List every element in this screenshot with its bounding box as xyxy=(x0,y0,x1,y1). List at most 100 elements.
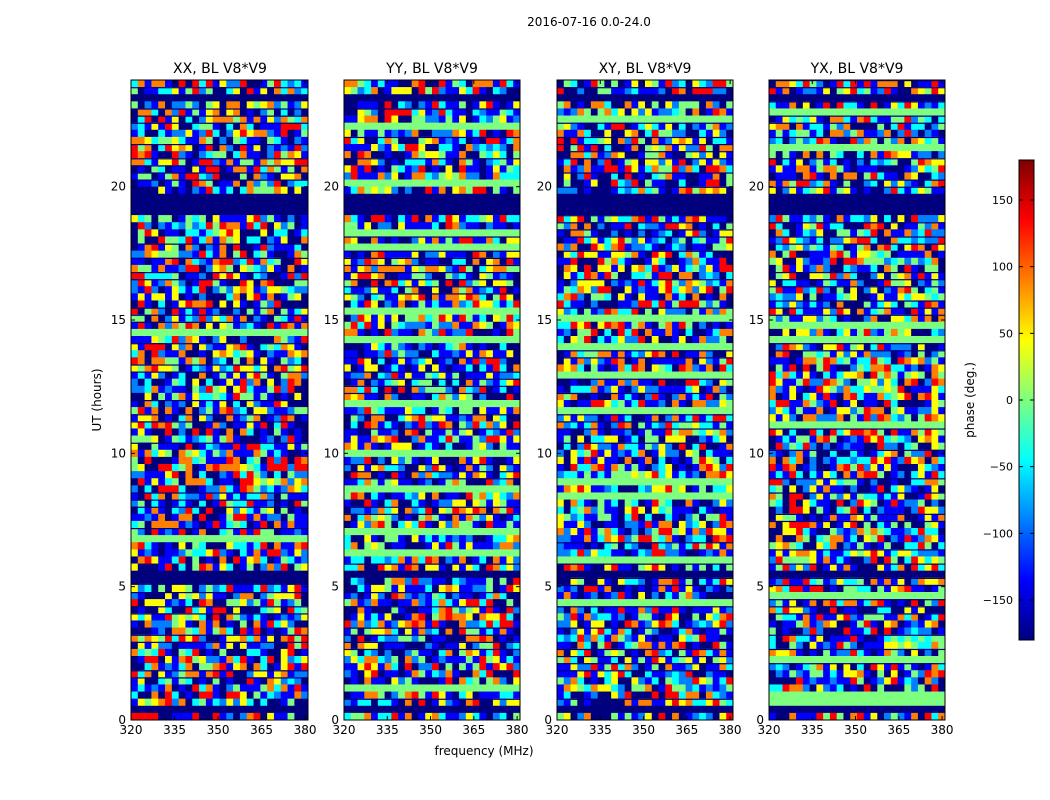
heatmap-cell xyxy=(726,151,734,159)
heatmap-cell xyxy=(384,314,392,323)
heatmap-cell xyxy=(479,371,487,379)
heatmap-cell xyxy=(253,87,261,95)
heatmap-cell xyxy=(445,236,453,244)
heatmap-cell xyxy=(171,307,179,315)
x-tick-label: 350 xyxy=(207,723,230,737)
heatmap-cell xyxy=(384,343,392,351)
heatmap-cell xyxy=(705,336,713,344)
heatmap-cell xyxy=(411,563,419,571)
heatmap-cell xyxy=(438,513,446,522)
heatmap-cell xyxy=(280,243,288,251)
heatmap-cell xyxy=(294,414,302,422)
heatmap-cell xyxy=(506,279,514,287)
heatmap-cell xyxy=(432,592,440,600)
heatmap-cell xyxy=(137,428,145,436)
heatmap-cell xyxy=(665,172,673,180)
heatmap-cell xyxy=(398,613,406,621)
heatmap-cell xyxy=(301,122,309,131)
heatmap-cell xyxy=(357,577,365,586)
heatmap-cell xyxy=(557,129,565,138)
row-separator xyxy=(344,641,520,643)
heatmap-cell xyxy=(597,300,605,308)
heatmap-cell xyxy=(294,336,302,344)
heatmap-cell xyxy=(199,158,207,166)
heatmap-cell xyxy=(239,556,248,564)
heatmap-cell xyxy=(604,101,612,109)
heatmap-cell xyxy=(165,179,173,187)
heatmap-cell xyxy=(371,257,379,266)
heatmap-cell xyxy=(287,670,295,678)
heatmap-cell xyxy=(506,421,514,429)
heatmap-cell xyxy=(604,215,612,223)
heatmap-cell xyxy=(597,80,605,88)
heatmap-cell xyxy=(398,357,406,365)
heatmap-cell xyxy=(171,165,179,173)
heatmap-cells xyxy=(344,80,521,721)
heatmap-cell xyxy=(239,378,248,387)
heatmap-cell xyxy=(631,186,639,195)
heatmap-cell xyxy=(617,136,625,145)
heatmap-cell xyxy=(371,364,379,372)
heatmap-cell xyxy=(712,236,720,244)
row-separator xyxy=(344,158,520,160)
heatmap-cell xyxy=(492,236,500,244)
heatmap-cell xyxy=(404,592,412,600)
heatmap-cell xyxy=(624,129,632,138)
heatmap-cell xyxy=(651,158,659,166)
heatmap-cell xyxy=(144,357,152,365)
heatmap-cell xyxy=(350,257,358,266)
heatmap-cell xyxy=(273,101,282,109)
heatmap-cell xyxy=(506,456,514,465)
heatmap-cell xyxy=(432,442,440,451)
heatmap-cell xyxy=(158,449,166,458)
heatmap-cell xyxy=(192,400,200,408)
heatmap-cell xyxy=(418,80,426,88)
heatmap-cell xyxy=(199,129,207,138)
heatmap-cell xyxy=(280,350,288,358)
heatmap-cell xyxy=(280,400,288,408)
heatmap-cell xyxy=(499,108,507,116)
heatmap-cell xyxy=(692,129,700,138)
heatmap-cell xyxy=(233,478,241,486)
heatmap-cell xyxy=(584,144,592,152)
heatmap-cell xyxy=(212,592,220,600)
heatmap-cell xyxy=(513,343,521,351)
heatmap-cell xyxy=(267,215,275,223)
heatmap-cell xyxy=(557,264,565,273)
heatmap-cell xyxy=(301,485,309,493)
heatmap-cell xyxy=(499,627,507,635)
heatmap-cell xyxy=(658,293,666,301)
heatmap-cell xyxy=(465,677,473,685)
heatmap-cell xyxy=(492,634,500,643)
heatmap-cell xyxy=(199,172,207,180)
heatmap-cell xyxy=(404,414,412,422)
heatmap-cell xyxy=(199,698,207,707)
heatmap-cell xyxy=(158,87,166,95)
heatmap-cell xyxy=(611,179,619,187)
heatmap-cell xyxy=(384,592,392,600)
heatmap-cell xyxy=(192,542,200,550)
heatmap-cell xyxy=(137,520,145,529)
heatmap-cell xyxy=(280,272,288,280)
heatmap-cell xyxy=(246,492,254,500)
heatmap-cell xyxy=(280,563,288,571)
heatmap-cell xyxy=(617,250,625,259)
heatmap-cell xyxy=(631,293,639,301)
heatmap-cell xyxy=(219,648,227,657)
heatmap-cell xyxy=(638,293,646,301)
heatmap-cell xyxy=(364,435,372,443)
heatmap-cell xyxy=(404,151,412,159)
heatmap-cell xyxy=(445,478,453,486)
heatmap-cell xyxy=(205,513,213,522)
heatmap-cell xyxy=(137,293,145,301)
heatmap-cell xyxy=(486,300,494,308)
heatmap-cell xyxy=(398,186,406,195)
heatmap-cell xyxy=(287,648,295,657)
heatmap-cell xyxy=(260,414,268,422)
heatmap-cell xyxy=(246,641,254,650)
heatmap-cell xyxy=(465,648,473,657)
heatmap-cell xyxy=(384,378,392,387)
row-separator xyxy=(557,172,733,174)
heatmap-cell xyxy=(513,293,521,301)
heatmap-cell xyxy=(287,528,295,536)
